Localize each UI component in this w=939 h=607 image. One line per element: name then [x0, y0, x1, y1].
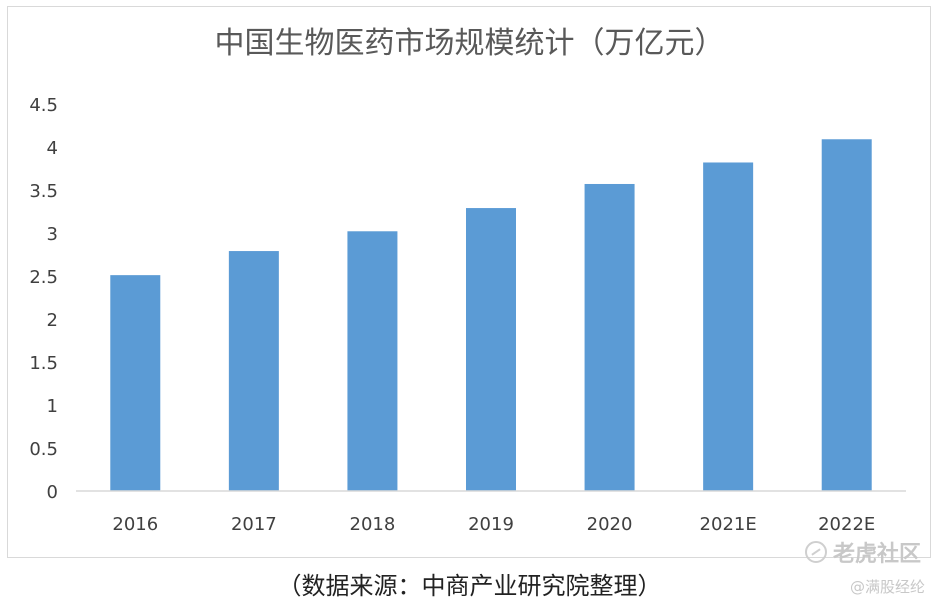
y-axis-ticks: 0 0.5 1 1.5 2 2.5 3 3.5 4 4.5: [29, 95, 58, 503]
x-axis-ticks: 2016 2017 2018 2019 2020 2021E 2022E: [112, 514, 875, 535]
chart-title: 中国生物医药市场规模统计（万亿元）: [214, 26, 725, 61]
bar-2021E: [703, 162, 754, 492]
y-tick-label: 2: [47, 310, 58, 331]
y-tick-label: 3: [47, 224, 58, 245]
x-tick-label: 2020: [587, 514, 633, 535]
watermark-text: 老虎社区: [832, 542, 921, 567]
bar-2017: [228, 251, 279, 491]
x-tick-label: 2018: [350, 514, 396, 535]
x-tick-label: 2022E: [818, 514, 875, 535]
x-tick-label: 2019: [468, 514, 514, 535]
bar-2019: [466, 208, 516, 491]
bar-2016: [110, 275, 161, 491]
x-tick-label: 2016: [112, 514, 158, 535]
y-tick-label: 4: [47, 138, 58, 159]
y-tick-label: 2.5: [29, 267, 58, 288]
y-tick-label: 3.5: [29, 181, 58, 202]
bars: [110, 139, 872, 492]
tiger-logo-icon: [804, 541, 827, 563]
x-tick-label: 2017: [231, 514, 277, 535]
y-tick-label: 0.5: [29, 439, 58, 460]
y-tick-label: 4.5: [29, 95, 58, 116]
source-note: （数据来源：中商产业研究院整理）: [277, 572, 662, 600]
bar-2018: [347, 231, 398, 491]
y-tick-label: 1.5: [29, 353, 58, 374]
x-tick-label: 2021E: [700, 514, 757, 535]
watermark: 老虎社区: [804, 536, 921, 568]
bar-2022E: [821, 139, 872, 491]
y-tick-label: 1: [47, 396, 58, 417]
watermark-handle: @满股经纶: [849, 578, 925, 596]
bar-2020: [584, 183, 635, 492]
y-tick-label: 0: [47, 482, 58, 503]
